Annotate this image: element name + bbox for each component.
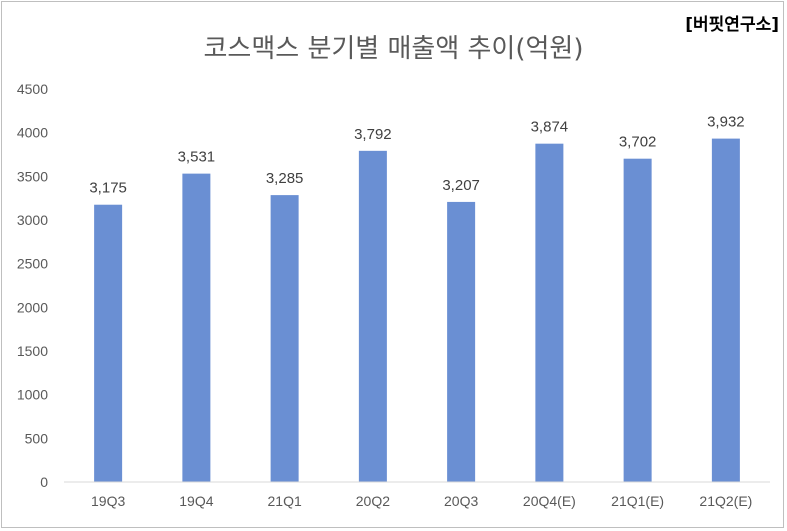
data-label-19Q4: 3,531 [178, 149, 216, 166]
y-tick-label-8: 4000 [17, 125, 48, 141]
y-tick-label-4: 2000 [17, 299, 48, 315]
bar-19Q4 [182, 173, 211, 482]
source-label: [버핏연구소] [685, 15, 779, 35]
bar-20Q4(E) [535, 143, 564, 483]
bar-21Q1 [270, 195, 299, 483]
x-tick-label-20Q3: 20Q3 [444, 493, 478, 509]
y-tick-label-5: 2500 [17, 256, 48, 272]
bar-19Q3 [94, 204, 123, 482]
data-label-21Q1(E): 3,702 [619, 134, 657, 151]
bars [94, 138, 740, 483]
x-tick-label-19Q3: 19Q3 [91, 493, 125, 509]
data-label-19Q3: 3,175 [89, 180, 127, 197]
data-labels: 3,175 3,531 3,285 3,792 3,207 3,874 3,702 3,932 [89, 114, 744, 197]
x-tick-label-21Q1: 21Q1 [268, 493, 302, 509]
x-tick-label-19Q4: 19Q4 [179, 493, 213, 509]
data-label-21Q2(E): 3,932 [707, 114, 745, 131]
y-tick-label-6: 3000 [17, 212, 48, 228]
y-tick-label-3: 1500 [17, 343, 48, 359]
y-tick-label-1: 500 [25, 430, 49, 446]
x-tick-label-21Q1(E): 21Q1(E) [611, 493, 664, 509]
x-tick-label-21Q2(E): 21Q2(E) [699, 493, 752, 509]
y-tick-label-2: 1000 [17, 387, 48, 403]
y-tick-label-7: 3500 [17, 168, 48, 184]
y-axis: 0 500 1000 1500 2000 2500 3000 3500 4000 4500 [17, 81, 48, 490]
y-tick-label-9: 4500 [17, 81, 48, 97]
data-label-20Q2: 3,792 [354, 126, 392, 143]
x-tick-label-20Q2: 20Q2 [356, 493, 390, 509]
x-axis: 19Q3 19Q4 21Q1 20Q2 20Q3 20Q4(E) 21Q1(E) 21Q2(E… [64, 481, 770, 509]
data-label-20Q4(E): 3,874 [531, 119, 569, 136]
bar-21Q2(E) [711, 138, 740, 482]
x-tick-label-20Q4(E): 20Q4(E) [523, 493, 576, 509]
bar-20Q2 [358, 150, 387, 482]
y-tick-label-0: 0 [40, 474, 48, 490]
chart-title: 코스맥스 분기별 매출액 추이(억원) [203, 34, 584, 64]
data-label-20Q3: 3,207 [442, 177, 480, 194]
bar-21Q1(E) [623, 158, 652, 482]
data-label-21Q1: 3,285 [266, 170, 304, 187]
bar-20Q3 [447, 201, 476, 482]
